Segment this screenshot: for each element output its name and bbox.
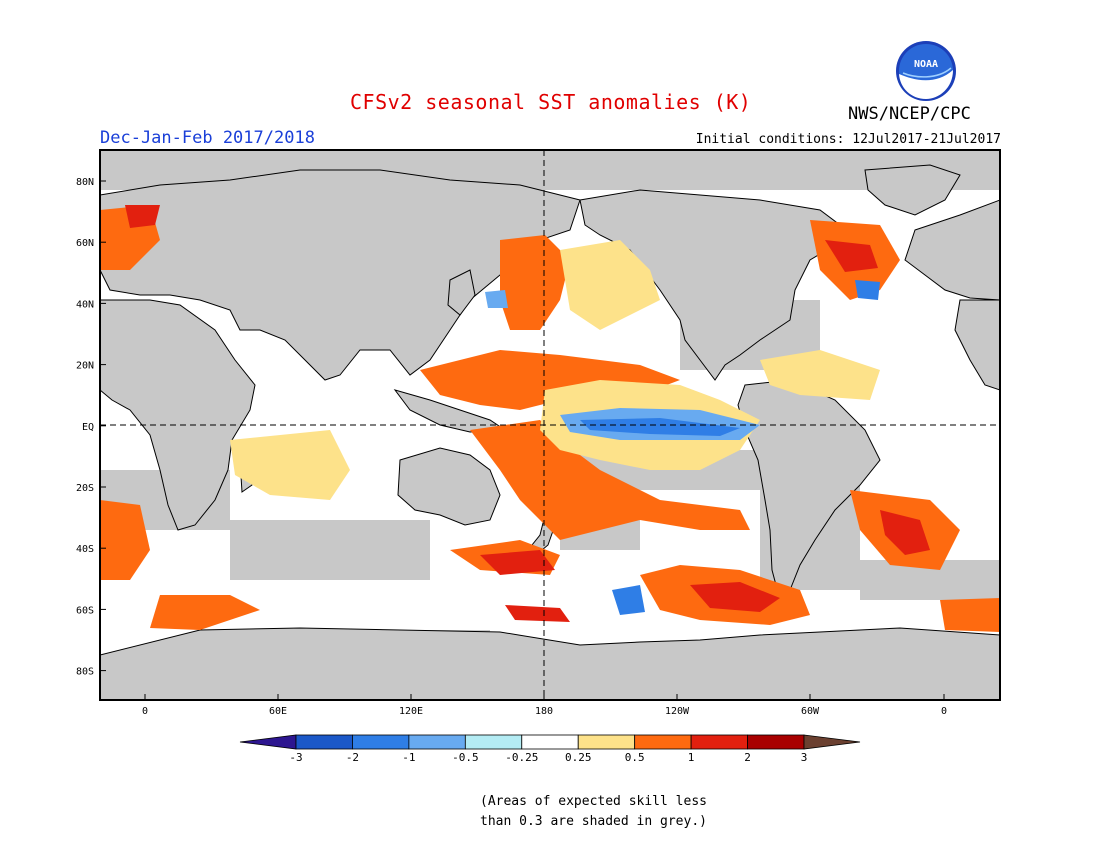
lon-label: 60E (269, 706, 287, 717)
cold-south-pacific-spot (612, 585, 645, 615)
longitude-axis: 0 60E 120E 180 120W 60W 0 (142, 694, 947, 717)
colorbar-swatch (577, 734, 636, 750)
colorbar-label: 1 (688, 751, 695, 764)
cold-gulf-stream-spot (855, 280, 880, 300)
lon-label: 0 (941, 706, 947, 717)
lat-label: 20S (76, 483, 94, 494)
colorbar-label: -3 (289, 751, 302, 764)
colorbar-label: -0.5 (452, 751, 479, 764)
colorbar-min-arrow (239, 734, 297, 750)
noaa-logo-icon: NOAA (896, 41, 956, 101)
colorbar-label: -2 (346, 751, 359, 764)
hot-southern-pacific (690, 582, 780, 612)
colorbar-label: 0.25 (565, 751, 592, 764)
land-masses (100, 164, 1000, 700)
lon-label: 120W (665, 706, 690, 717)
colorbar-label: 2 (744, 751, 751, 764)
africa-east (954, 299, 1000, 391)
warm-southern-indian (150, 595, 260, 630)
colorbar-swatch (521, 734, 579, 750)
hot-north-atlantic-west (825, 240, 878, 272)
footnote-line-2: than 0.3 are shaded in grey.) (480, 814, 707, 829)
cold-equatorial-core (580, 418, 740, 436)
africa (100, 299, 256, 531)
lat-label: 80N (76, 177, 94, 188)
lon-label: 120E (399, 706, 423, 717)
hot-south-atlantic (880, 510, 930, 555)
lon-label: 180 (535, 706, 553, 717)
australia (397, 447, 501, 526)
latitude-axis: 80N 60N 40N 20N EQ 20S 40S 60S 80S (76, 177, 106, 678)
lat-label: 40N (76, 299, 94, 310)
chart-title: CFSv2 seasonal SST anomalies (K) (350, 90, 752, 114)
sst-anomaly-patches (100, 205, 1000, 632)
noaa-logo-text: NOAA (914, 59, 938, 70)
lon-label: 0 (142, 706, 148, 717)
eurasia (100, 169, 581, 381)
colorbar-swatch (690, 734, 748, 750)
lat-label: 20N (76, 361, 94, 372)
lat-label: 60N (76, 238, 94, 249)
colorbar-label: -1 (402, 751, 415, 764)
yellow-indian-ocean (230, 430, 350, 500)
hot-south-pacific-strip (505, 605, 570, 622)
antarctica (100, 627, 1000, 700)
hot-north-atlantic-east (125, 205, 160, 228)
yellow-ne-pacific (560, 240, 660, 330)
map-area (100, 150, 1000, 700)
colorbar-label: 3 (801, 751, 808, 764)
cold-nw-pacific-spot (485, 290, 508, 308)
greenland (864, 164, 961, 216)
warm-southern-atlantic-east (940, 598, 1000, 632)
japan (447, 269, 476, 316)
map-frame (99, 149, 1001, 701)
skill-footnote: (Areas of expected skill less than 0.3 a… (480, 792, 707, 832)
colorbar-max-arrow (803, 734, 861, 750)
footnote-line-1: (Areas of expected skill less (480, 794, 707, 809)
colorbar-swatch (464, 734, 523, 750)
warm-nw-pacific (500, 235, 570, 330)
europe-east (904, 199, 1000, 301)
season-label: Dec-Jan-Feb 2017/2018 (100, 128, 315, 148)
colorbar-label: 0.5 (625, 751, 645, 764)
yellow-tropical-atlantic (760, 350, 880, 400)
warm-south-atlantic-west (100, 500, 150, 580)
colorbar-label: -0.25 (505, 751, 538, 764)
lon-label: 60W (801, 706, 820, 717)
colorbar-swatch (295, 734, 353, 750)
colorbar: -3 -2 -1 -0.5 -0.25 0.25 0.5 1 2 3 (239, 734, 861, 764)
warm-south-pacific-band (470, 420, 750, 540)
colorbar-swatch (747, 734, 805, 750)
lat-label: 60S (76, 605, 94, 616)
colorbar-swatch (634, 734, 692, 750)
agency-label: NWS/NCEP/CPC (848, 104, 971, 124)
lat-label: 80S (76, 667, 94, 678)
lat-label: EQ (82, 422, 94, 433)
colorbar-swatch (352, 734, 410, 750)
initial-conditions-label: Initial conditions: 12Jul2017-21Jul2017 (695, 132, 1001, 147)
colorbar-swatch (408, 734, 466, 750)
lat-label: 40S (76, 544, 94, 555)
hot-tasman-sea (480, 550, 555, 575)
